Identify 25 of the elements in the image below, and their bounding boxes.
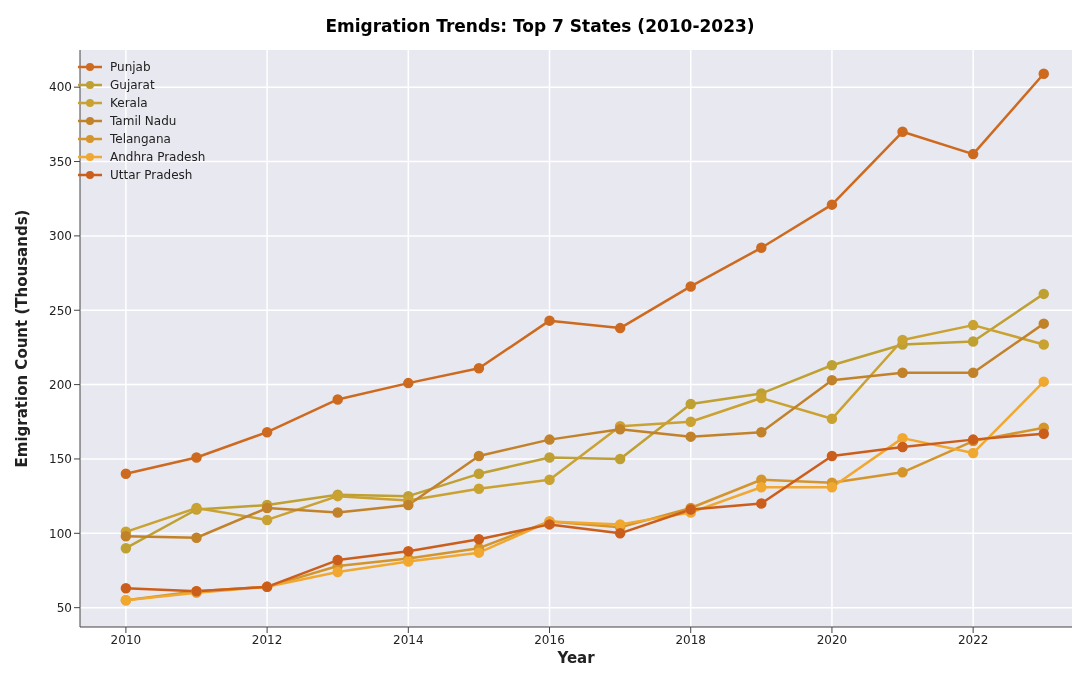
- legend-label: Telangana: [110, 131, 171, 148]
- x-tick-label: 2012: [251, 632, 283, 647]
- y-tick-label: 200: [49, 377, 72, 392]
- legend-label: Punjab: [110, 59, 151, 76]
- y-tick-label: 50: [56, 600, 72, 615]
- legend-label: Andhra Pradesh: [110, 149, 206, 166]
- y-tick-label: 350: [49, 154, 72, 169]
- x-tick-label: 2020: [816, 632, 848, 647]
- legend-label: Gujarat: [110, 77, 155, 94]
- x-tick-label: 2010: [110, 632, 142, 647]
- y-axis-title: Emigration Count (Thousands): [13, 209, 32, 468]
- x-tick-label: 2018: [675, 632, 707, 647]
- legend-label: Uttar Pradesh: [110, 167, 193, 184]
- legend-label: Tamil Nadu: [110, 113, 177, 130]
- y-tick-label: 400: [49, 80, 72, 95]
- x-tick-label: 2014: [393, 632, 424, 647]
- y-tick-label: 100: [49, 526, 72, 541]
- chart-title: Emigration Trends: Top 7 States (2010-2023): [324, 15, 756, 38]
- y-tick-label: 150: [49, 452, 72, 467]
- x-tick-label: 2022: [957, 632, 989, 647]
- legend-label: Kerala: [110, 95, 148, 112]
- y-tick-label: 250: [49, 303, 72, 318]
- x-axis-title: Year: [556, 649, 596, 667]
- y-tick-label: 300: [49, 229, 72, 244]
- x-tick-label: 2016: [534, 632, 565, 647]
